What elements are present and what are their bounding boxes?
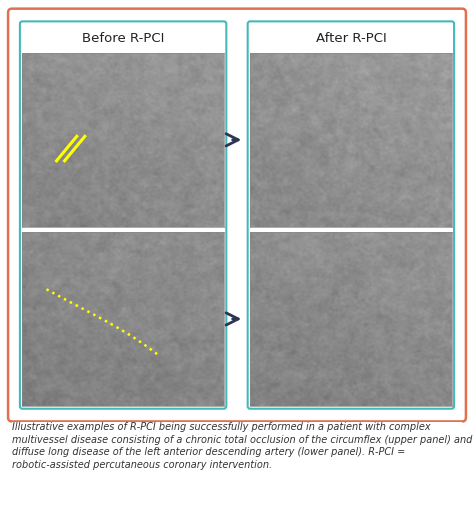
Text: Illustrative examples of R-PCI being successfully performed in a patient with co: Illustrative examples of R-PCI being suc… — [12, 422, 472, 470]
Text: After R-PCI: After R-PCI — [316, 32, 386, 45]
FancyBboxPatch shape — [8, 9, 466, 421]
FancyBboxPatch shape — [248, 21, 454, 409]
FancyBboxPatch shape — [20, 21, 226, 409]
Text: Before R-PCI: Before R-PCI — [82, 32, 164, 45]
